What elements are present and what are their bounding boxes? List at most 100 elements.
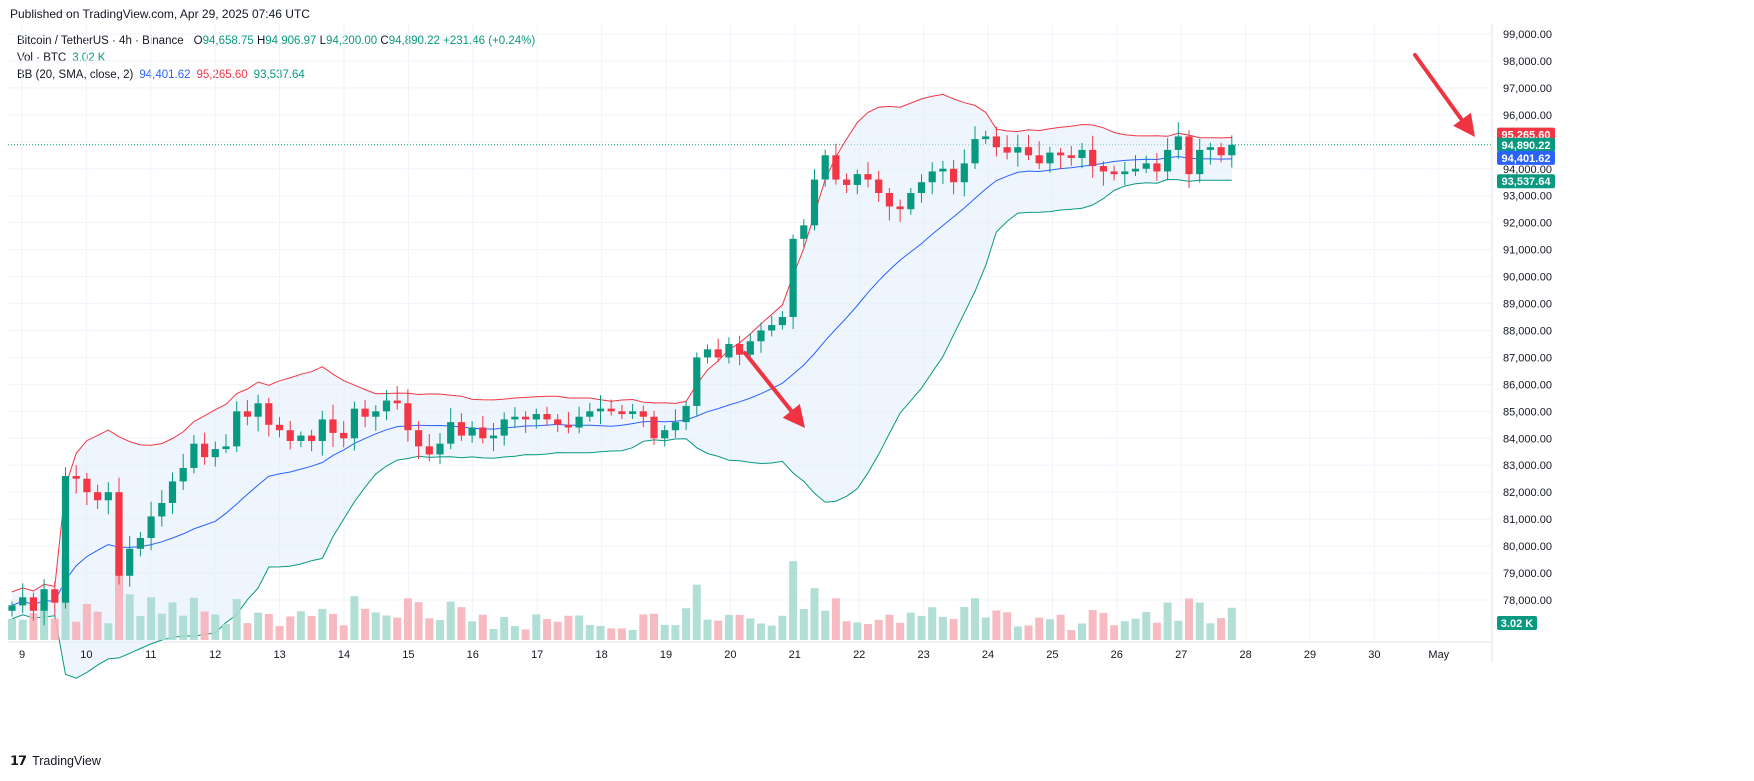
price-axis[interactable]: 99,000.0098,000.0097,000.0096,000.0095,0…	[1497, 29, 1555, 630]
x-tick-label: 23	[917, 649, 929, 661]
volume-bar	[510, 626, 519, 640]
candle-body	[778, 317, 786, 326]
candle-body	[415, 430, 423, 447]
volume-bar	[778, 615, 787, 640]
volume-bar	[992, 610, 1001, 640]
volume-bar	[286, 616, 295, 640]
candle-body	[479, 427, 487, 439]
candle-body	[875, 179, 883, 194]
y-tick-label: 91,000.00	[1503, 245, 1552, 257]
volume-bar	[575, 615, 584, 640]
x-tick-label: 20	[724, 649, 736, 661]
x-tick-label: 10	[80, 649, 92, 661]
volume-bar	[553, 621, 562, 640]
x-tick-label: 30	[1368, 649, 1380, 661]
candle-body	[661, 430, 669, 439]
volume-bar	[981, 617, 990, 640]
volume-bar	[917, 616, 926, 640]
candle-body	[1196, 149, 1204, 175]
y-tick-label: 99,000.00	[1503, 29, 1552, 41]
volume-bar	[703, 619, 712, 640]
close-value: 94,890.22	[388, 35, 440, 47]
volume-bar	[949, 618, 958, 640]
y-tick-label: 84,000.00	[1503, 433, 1552, 445]
price-tag-label: 94,401.62	[1502, 153, 1551, 165]
volume-bar	[18, 619, 27, 640]
volume-bar	[682, 608, 691, 640]
candle-body	[757, 330, 765, 342]
volume-bar	[650, 613, 658, 640]
candles	[8, 122, 1236, 626]
volume-tag-label: 3.02 K	[1501, 618, 1533, 630]
candle-body	[201, 443, 209, 458]
candle-body	[447, 422, 455, 444]
volume-bar	[232, 599, 241, 640]
arrow-head	[782, 403, 805, 428]
volume-bar	[938, 616, 947, 640]
volume-bar	[831, 598, 840, 640]
symbol-label[interactable]: Bitcoin / TetherUS · 4h · Binance	[17, 35, 184, 47]
volume-bar	[115, 546, 123, 640]
candle-body	[468, 427, 476, 436]
volume-bar	[735, 614, 744, 640]
candle-body	[639, 411, 647, 417]
candle-body	[104, 492, 112, 501]
candle-body	[629, 411, 637, 415]
x-tick-label: 25	[1046, 649, 1058, 661]
candle-body	[714, 349, 722, 358]
volume-bar	[532, 614, 541, 640]
tradingview-logo[interactable]: 𝟭𝟳 TradingView	[10, 753, 101, 769]
candle-body	[436, 443, 444, 455]
volume-bar	[885, 614, 894, 640]
volume-bar	[799, 609, 808, 640]
high-label: H	[256, 35, 266, 47]
volume-bar	[1142, 611, 1151, 640]
candle-body	[61, 476, 70, 603]
candle-body	[168, 481, 177, 503]
volume-bar	[628, 630, 637, 640]
low-value: 94,200.00	[326, 35, 378, 47]
candle-body	[425, 446, 433, 455]
candle-body	[393, 400, 401, 404]
candle-body	[1014, 147, 1022, 153]
candle-body	[179, 467, 187, 482]
candle-body	[917, 182, 926, 194]
candle-body	[83, 478, 91, 493]
time-axis[interactable]: 9 10 11 12 13 14 15 16 17 18 19 20 21 22 23 24 25 26 27 28 2…	[19, 649, 1450, 661]
volume-bar	[1024, 625, 1033, 640]
high-value: 94,906.97	[265, 35, 317, 47]
candle-body	[382, 400, 391, 412]
candle-body	[650, 416, 658, 439]
volume-bar	[521, 629, 530, 640]
volume-bar	[660, 624, 669, 640]
x-tick-label: 29	[1304, 649, 1316, 661]
candle-body	[1228, 144, 1236, 156]
candle-body	[618, 411, 626, 415]
bb-upper-value: 95,265.60	[196, 69, 248, 81]
volume-bar	[1217, 618, 1226, 640]
volume-bar	[468, 621, 477, 640]
y-tick-label: 83,000.00	[1503, 460, 1552, 472]
y-tick-label: 87,000.00	[1503, 352, 1552, 364]
x-tick-label: 14	[338, 649, 350, 661]
candle-body	[308, 435, 316, 441]
y-tick-label: 96,000.00	[1503, 110, 1552, 122]
volume-bar	[639, 614, 648, 640]
bb-label[interactable]: BB (20, SMA, close, 2)	[17, 69, 134, 81]
candle-body	[489, 435, 498, 439]
x-tick-label: 18	[595, 649, 607, 661]
volume-bar	[382, 615, 391, 640]
candle-body	[1046, 152, 1054, 164]
volume-bar	[617, 628, 626, 640]
volume-bar	[446, 601, 455, 640]
volume-bar	[692, 584, 701, 640]
candle-body	[960, 163, 968, 183]
close-label: C	[380, 35, 389, 47]
volume-bar	[425, 618, 434, 640]
volume-bar	[500, 616, 509, 640]
candle-body	[500, 419, 508, 436]
candle-body	[72, 476, 80, 479]
volume-bar	[1195, 602, 1204, 640]
y-tick-label: 90,000.00	[1503, 272, 1552, 284]
